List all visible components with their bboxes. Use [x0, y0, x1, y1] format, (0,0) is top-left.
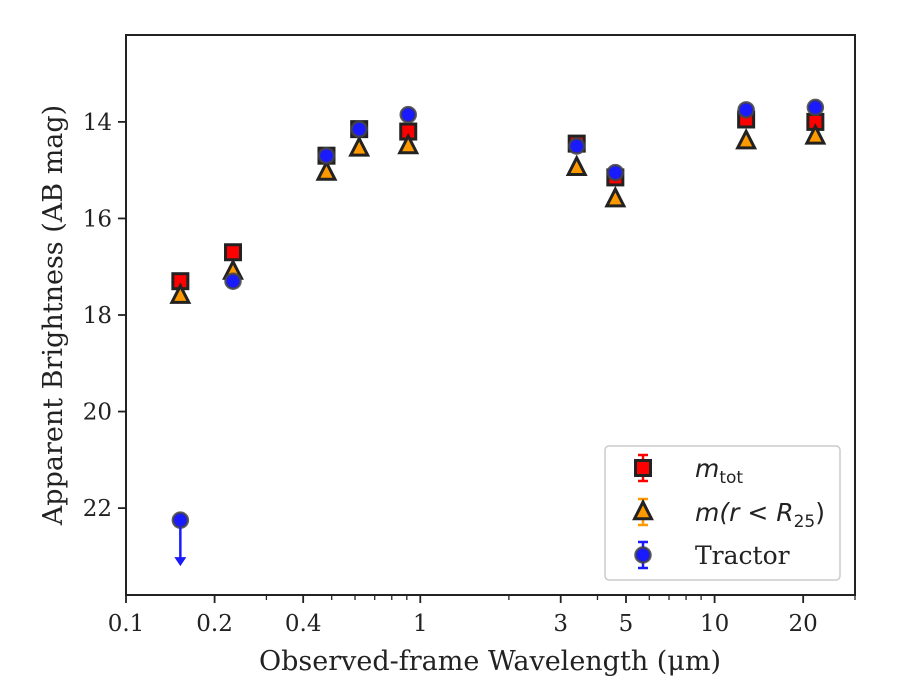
- mtot-point: [224, 243, 243, 262]
- legend-marker: [632, 498, 654, 521]
- m-r25-point: [804, 123, 827, 145]
- y-axis-label: Apparent Brightness (AB mag): [38, 105, 69, 526]
- tractor-point: [737, 101, 755, 119]
- legend: mtot m(r < R25) Tractor: [604, 445, 841, 581]
- y-tick-label: 22: [83, 496, 112, 522]
- y-axis-ticks: 14 16 18 20 22: [83, 110, 126, 522]
- tractor-point: [806, 98, 825, 117]
- legend-label: mtot: [695, 454, 743, 488]
- legend-label: Tractor: [695, 541, 790, 570]
- y-tick-label: 14: [83, 110, 112, 136]
- m-r25-point: [604, 185, 627, 208]
- x-tick-label: 10: [700, 611, 729, 637]
- m-r25-point: [348, 135, 371, 157]
- x-tick-label: 5: [619, 611, 634, 637]
- tractor-point: [399, 105, 417, 124]
- x-tick-label: 20: [789, 611, 818, 637]
- x-tick-label: 0.1: [108, 611, 145, 637]
- tractor-point: [224, 272, 242, 290]
- y-tick-label: 18: [83, 303, 112, 329]
- legend-marker: [634, 546, 652, 564]
- m-r25-point: [397, 132, 420, 155]
- m-r25-point: [169, 282, 192, 304]
- plot-area: 0.1 0.2 0.4 1 3 5 10 20 14 16 18 20 22: [83, 34, 856, 637]
- legend-marker: [634, 459, 652, 477]
- m-r25-point: [315, 159, 338, 181]
- legend-frame: [604, 445, 841, 581]
- data-marks: [169, 98, 827, 567]
- x-tick-label: 3: [553, 611, 568, 637]
- tractor-point: [171, 511, 190, 529]
- x-axis-label: Observed-frame Wavelength (μm): [259, 646, 721, 677]
- tractor-point: [567, 137, 586, 155]
- m-r25-point: [565, 154, 588, 176]
- legend-label: m(r < R25): [695, 498, 825, 532]
- tractor-point: [317, 146, 336, 165]
- tractor-point: [350, 120, 368, 138]
- m-r25-point: [735, 127, 758, 150]
- x-tick-label: 0.4: [285, 611, 322, 637]
- x-axis-ticks: 0.1 0.2 0.4 1 3 5 10 20: [108, 595, 856, 637]
- y-tick-label: 20: [83, 400, 112, 426]
- legend-entries: mtot m(r < R25) Tractor: [632, 453, 825, 570]
- x-tick-label: 1: [413, 611, 428, 637]
- tractor-point: [606, 163, 625, 182]
- y-tick-label: 16: [83, 206, 112, 232]
- x-tick-label: 0.2: [196, 611, 233, 637]
- upper-limit-arrowhead: [174, 557, 187, 567]
